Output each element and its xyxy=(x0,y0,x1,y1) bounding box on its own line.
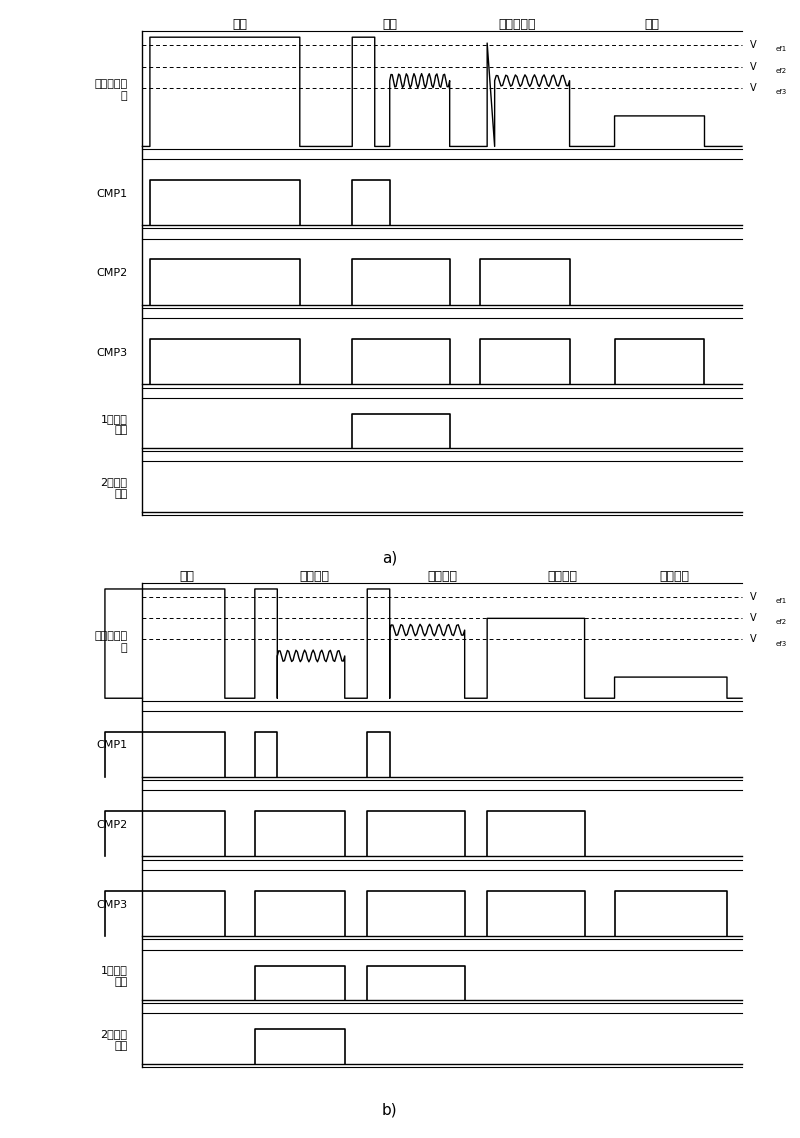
Text: 1有无下
降沿: 1有无下 降沿 xyxy=(101,414,127,435)
Text: V: V xyxy=(750,83,756,92)
Text: 低阻火花: 低阻火花 xyxy=(300,570,330,583)
Text: V: V xyxy=(750,613,756,624)
Text: 火花: 火花 xyxy=(382,18,398,32)
Text: CMP2: CMP2 xyxy=(96,269,127,279)
Text: 1有无下
降沿: 1有无下 降沿 xyxy=(101,965,127,987)
Text: ef2: ef2 xyxy=(776,67,787,74)
Text: 2有无下
降沿: 2有无下 降沿 xyxy=(101,477,127,498)
Text: b): b) xyxy=(382,1102,398,1118)
Text: 低阻短路: 低阻短路 xyxy=(659,570,690,583)
Text: 放电状态波
形: 放电状态波 形 xyxy=(94,80,127,101)
Text: 空载: 空载 xyxy=(232,18,247,32)
Text: CMP1: CMP1 xyxy=(96,741,127,750)
Text: 放电状态波
形: 放电状态波 形 xyxy=(94,632,127,652)
Text: V: V xyxy=(750,61,756,72)
Text: V: V xyxy=(750,592,756,602)
Text: 高阻火花: 高阻火花 xyxy=(427,570,457,583)
Text: 空载: 空载 xyxy=(180,570,195,583)
Text: ef1: ef1 xyxy=(776,599,787,604)
Text: CMP3: CMP3 xyxy=(96,348,127,357)
Text: CMP2: CMP2 xyxy=(96,820,127,830)
Text: 短路: 短路 xyxy=(645,18,659,32)
Text: V: V xyxy=(750,41,756,50)
Text: ef3: ef3 xyxy=(776,89,787,94)
Text: ef3: ef3 xyxy=(776,641,787,646)
Text: a): a) xyxy=(382,551,398,566)
Text: CMP1: CMP1 xyxy=(96,189,127,199)
Text: V: V xyxy=(750,635,756,644)
Text: ef1: ef1 xyxy=(776,47,787,52)
Text: 2有无下
降沿: 2有无下 降沿 xyxy=(101,1029,127,1050)
Text: 高阻短路: 高阻短路 xyxy=(547,570,577,583)
Text: 不稳定电弧: 不稳定电弧 xyxy=(498,18,536,32)
Text: ef2: ef2 xyxy=(776,619,787,626)
Text: CMP3: CMP3 xyxy=(96,900,127,909)
